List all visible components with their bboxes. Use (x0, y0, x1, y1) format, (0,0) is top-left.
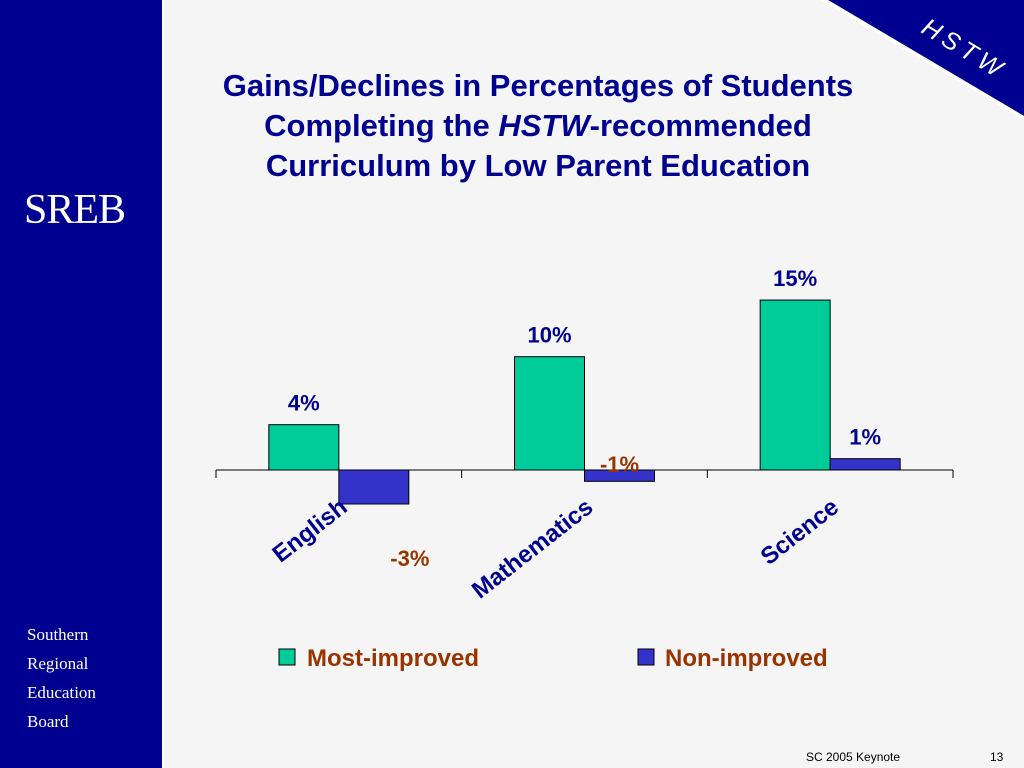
bar-most-improved-english (268, 424, 340, 471)
title-emphasis: HSTW (498, 108, 590, 143)
title-line-2: Completing the HSTW-recommended (164, 106, 912, 146)
sreb-logo: SREB (24, 187, 126, 233)
chart-marks: 4% -3% English 10% -1%Mathematics 15% 1% Scienc… (215, 266, 954, 604)
bar-most-improved-mathematics (514, 356, 585, 471)
hstw-corner-badge: HSTW (820, 0, 1024, 120)
org-line: Southern (27, 625, 89, 644)
title-line-3: Curriculum by Low Parent Education (265, 148, 811, 183)
category-label: Science (756, 493, 844, 570)
title-text: -recommended (589, 108, 812, 143)
data-label: 4% (288, 391, 320, 416)
chart-legend: Most-improved Non-improved (278, 645, 828, 672)
legend-swatch-non-improved (637, 648, 655, 666)
data-label: -3% (390, 546, 429, 571)
legend-label-most-improved: Most-improved (307, 645, 479, 672)
sidebar (0, 0, 162, 768)
badge-edge (820, 0, 1024, 120)
data-label: 10% (527, 323, 571, 348)
org-line: Regional (27, 654, 89, 673)
data-label: 1% (849, 425, 881, 450)
sidebar-divider (162, 0, 164, 768)
bar-non-improved-mathematics (584, 469, 655, 482)
org-line: Board (27, 712, 69, 731)
legend-swatch-most-improved (278, 648, 296, 666)
data-label: 15% (773, 266, 817, 291)
legend-label-non-improved: Non-improved (665, 645, 828, 672)
bar-chart: 4% -3% English 10% -1%Mathematics 15% 1% Scienc… (215, 266, 954, 672)
bar-most-improved-science (759, 299, 831, 471)
slide-title: Gains/Declines in Percentages of Student… (164, 66, 912, 186)
title-text: Completing the (264, 108, 499, 143)
page-number: 13 (990, 750, 1004, 764)
title-line-1: Gains/Declines in Percentages of Student… (222, 68, 854, 103)
data-label: -1% (600, 452, 639, 477)
bar-non-improved-english (338, 469, 410, 505)
category-label: Mathematics (467, 493, 598, 604)
bar-non-improved-science (829, 458, 901, 471)
category-label: English (268, 493, 353, 568)
footer-label: SC 2005 Keynote (806, 750, 901, 764)
org-line: Education (27, 683, 96, 702)
organization-name: Southern Regional Education Board (27, 620, 96, 736)
